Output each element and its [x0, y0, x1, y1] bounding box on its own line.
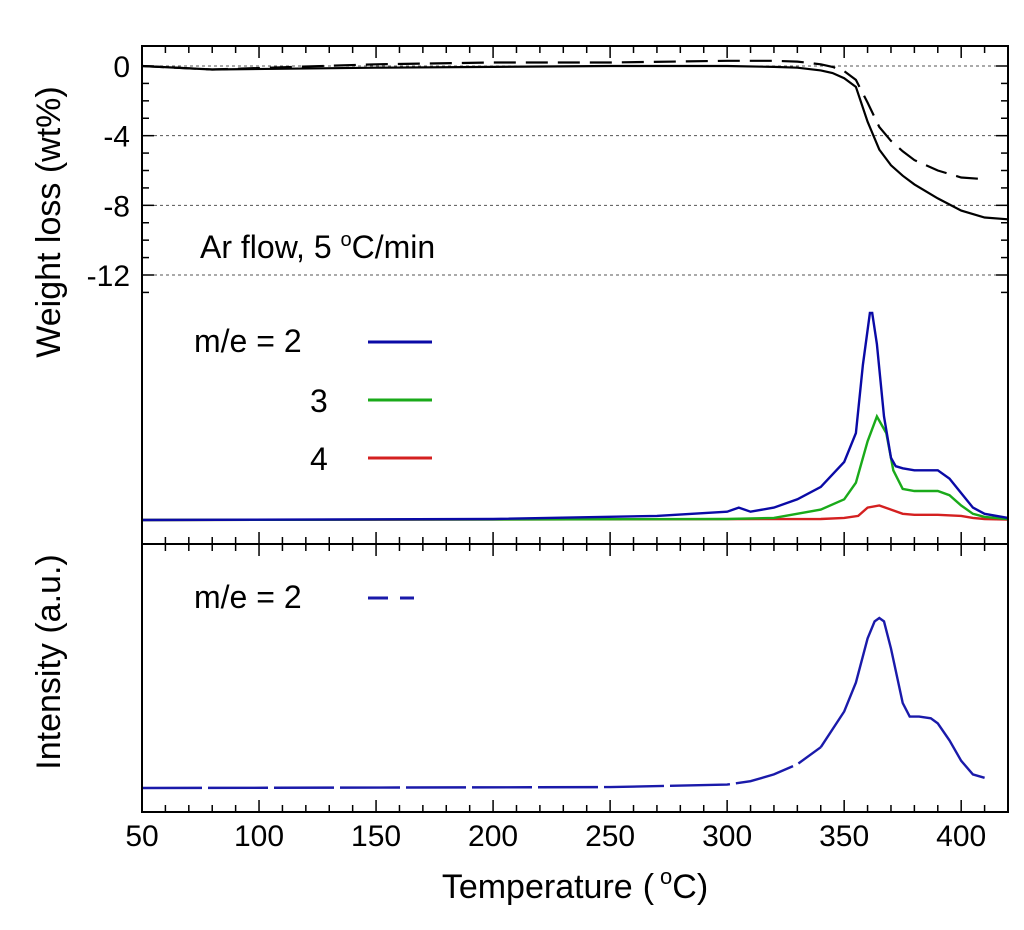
x-tick-label-400: 400	[936, 820, 986, 853]
x-tick-label-300: 300	[702, 820, 752, 853]
ms-curve-m-e-2	[141, 311, 1009, 522]
plot-frames	[141, 45, 1009, 813]
x-tick-label-250: 250	[585, 820, 635, 853]
x-tick-label-150: 150	[351, 820, 401, 853]
ms-curve-m-e-4	[141, 504, 1009, 522]
y-axis-title-weight-loss: Weight loss (wt%)	[30, 86, 68, 357]
y-axis-title-group: Weight loss (wt%) Intensity (a.u.)	[30, 86, 68, 769]
experiment-annotation: Ar flow, 5 oC/min	[200, 229, 435, 265]
bottom-curve-dashed	[141, 746, 822, 790]
y-tick-label--4: -4	[103, 121, 130, 154]
legend-label-2: m/e = 2	[194, 323, 302, 359]
y-tick-label--12: -12	[87, 260, 130, 293]
axis-ticks	[141, 46, 1009, 812]
tick-labels: 50 100 150 200 250 300 350 400 0 -4 -8 -12	[87, 51, 987, 853]
ms-curve-m-e-3	[141, 413, 1009, 522]
x-tick-label-200: 200	[468, 820, 518, 853]
ms-legend: m/e = 2 3 4	[194, 323, 432, 477]
y-axis-title-intensity: Intensity (a.u.)	[30, 554, 68, 769]
bottom-legend: m/e = 2	[194, 579, 414, 615]
legend-label-3: 3	[310, 383, 328, 419]
x-tick-label-350: 350	[819, 820, 869, 853]
x-tick-label-100: 100	[234, 820, 284, 853]
tg-curve-solid	[141, 64, 1009, 221]
x-axis-title: Temperature(oC)	[442, 864, 708, 906]
y-tick-label--8: -8	[103, 190, 130, 223]
legend-label-4: 4	[310, 441, 328, 477]
bottom-legend-label: m/e = 2	[194, 579, 302, 615]
bottom-curve-solid	[819, 616, 985, 779]
top-panel-frame	[141, 45, 1009, 545]
tg-curve-dashed	[141, 59, 985, 181]
x-tick-label-50: 50	[125, 820, 158, 853]
bottom-panel-frame	[141, 543, 1009, 813]
y-tick-label-0: 0	[113, 51, 130, 84]
data-curves	[141, 59, 1009, 790]
